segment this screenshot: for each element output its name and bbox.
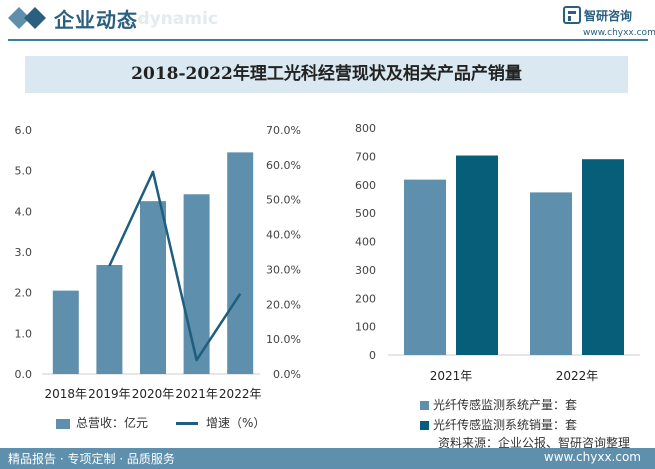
chart-title-band: 2018-2022年理工光科经营现状及相关产品产销量 bbox=[25, 56, 628, 93]
right-chart-y-tick-label: 800 bbox=[355, 122, 376, 135]
growth-line bbox=[108, 170, 242, 362]
right-chart-y-tick-label: 500 bbox=[355, 207, 376, 220]
legend-sales-label: 光纤传感监测系统销量：套 bbox=[433, 418, 578, 432]
left-y-tick-label: 3.0 bbox=[15, 246, 33, 259]
legend-sales: 光纤传感监测系统销量：套 bbox=[420, 416, 577, 433]
right-chart-y-tick-label: 0 bbox=[369, 349, 376, 362]
production-bar bbox=[530, 192, 572, 355]
right-chart-y-tick-label: 700 bbox=[355, 150, 376, 163]
brand-name: 智研咨询 bbox=[584, 9, 633, 23]
left-y-tick-label: 5.0 bbox=[15, 165, 33, 178]
right-y-tick-label: 30.0% bbox=[266, 263, 301, 276]
right-y-tick-label: 60.0% bbox=[266, 159, 301, 172]
legend-production-swatch bbox=[420, 401, 429, 410]
legend-revenue: 总营收：亿元 bbox=[56, 414, 148, 431]
left-y-tick-label: 1.0 bbox=[15, 327, 33, 340]
legend-growth-swatch bbox=[176, 422, 198, 425]
legend-revenue-label: 总营收：亿元 bbox=[76, 416, 149, 430]
legend-sales-swatch bbox=[420, 421, 429, 430]
legend-growth: 增速（%） bbox=[176, 414, 265, 431]
right-y-tick-label: 50.0% bbox=[266, 194, 301, 207]
left-y-tick-label: 6.0 bbox=[15, 124, 33, 137]
sales-bar bbox=[456, 155, 498, 355]
right-y-tick-label: 0.0% bbox=[273, 368, 301, 381]
revenue-bar bbox=[96, 265, 123, 374]
right-y-tick-label: 40.0% bbox=[266, 229, 301, 242]
production-bar bbox=[404, 179, 446, 355]
left-x-tick-label: 2022年 bbox=[219, 387, 262, 401]
right-y-tick-label: 10.0% bbox=[266, 333, 301, 346]
brand-logo-icon bbox=[563, 6, 581, 24]
revenue-bar bbox=[52, 290, 79, 374]
revenue-bar bbox=[227, 152, 254, 374]
left-y-tick-label: 2.0 bbox=[15, 287, 33, 300]
footer-tagline: 精品报告 · 专项定制 · 品质服务 bbox=[8, 452, 175, 466]
legend-revenue-swatch bbox=[56, 418, 70, 429]
sales-bar bbox=[582, 159, 624, 355]
left-x-tick-label: 2020年 bbox=[132, 387, 175, 401]
right-chart-y-tick-label: 100 bbox=[355, 321, 376, 334]
header-subtitle-ghost: e dynamic bbox=[120, 9, 218, 29]
revenue-bar bbox=[183, 194, 210, 374]
right-y-tick-label: 20.0% bbox=[266, 298, 301, 311]
left-y-tick-label: 0.0 bbox=[15, 368, 33, 381]
source-note: 资料来源：企业公报、智研咨询整理 bbox=[438, 436, 631, 450]
diamond-icon bbox=[8, 7, 46, 29]
header-divider bbox=[8, 39, 648, 41]
right-chart-y-tick-label: 200 bbox=[355, 292, 376, 305]
chart-title: 2018-2022年理工光科经营现状及相关产品产销量 bbox=[131, 64, 522, 84]
legend-growth-label: 增速（%） bbox=[206, 416, 266, 430]
brand-url: www.chyxx.com bbox=[583, 28, 655, 38]
legend-production-label: 光纤传感监测系统产量：套 bbox=[433, 398, 578, 412]
footer-bar: 精品报告 · 专项定制 · 品质服务 www.chyxx.com bbox=[0, 448, 655, 469]
footer-url: www.chyxx.com bbox=[543, 450, 641, 464]
legend-production: 光纤传感监测系统产量：套 bbox=[420, 396, 577, 413]
revenue-bar bbox=[140, 201, 166, 374]
left-x-tick-label: 2019年 bbox=[88, 387, 131, 401]
left-y-tick-label: 4.0 bbox=[15, 205, 33, 218]
right-chart-y-tick-label: 400 bbox=[355, 236, 376, 249]
page-title: 企业动态 bbox=[54, 8, 138, 32]
left-x-tick-label: 2021年 bbox=[175, 387, 218, 401]
right-chart-y-tick-label: 600 bbox=[355, 179, 376, 192]
right-y-tick-label: 70.0% bbox=[266, 124, 301, 137]
right-x-tick-label: 2021年 bbox=[430, 369, 473, 383]
right-x-tick-label: 2022年 bbox=[556, 369, 599, 383]
right-chart-y-tick-label: 300 bbox=[355, 264, 376, 277]
left-x-tick-label: 2018年 bbox=[45, 387, 88, 401]
